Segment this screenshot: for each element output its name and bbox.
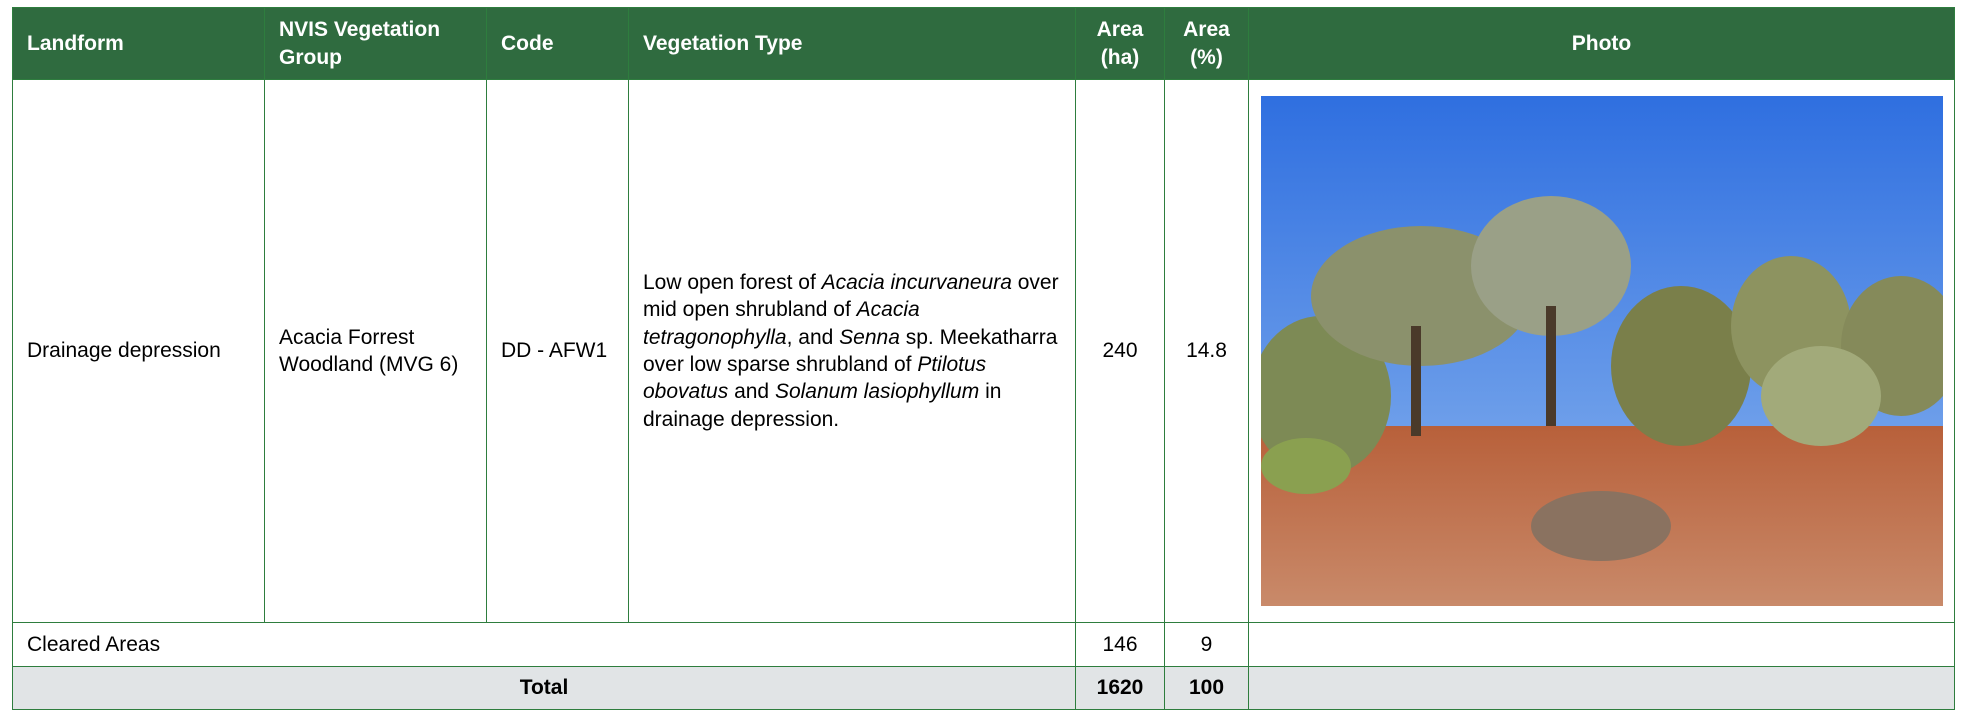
species: Ptilotus obovatus [643,353,987,404]
empty-cell [1248,666,1955,710]
vegetation-table: Landform NVIS Vegetation Group Code Vege… [12,7,1955,710]
area-pct: 9 [1164,622,1249,667]
species: Solanum lasiophyllum [774,380,980,404]
header-cell: Vegetation Type [628,7,1076,80]
landform: Drainage depression [12,79,265,623]
header-cell: Area (%) [1164,7,1249,80]
photo [1261,96,1943,606]
text: and [728,380,775,404]
header-cell: NVIS Vegetation Group [264,7,487,80]
header-cell: Landform [12,7,265,80]
species: Acacia tetragonophylla [643,298,920,349]
text: over mid open shrubland of [643,271,1059,322]
data-row: Drainage depression Acacia Forrest Woodl… [12,79,1955,623]
area-ha: 146 [1075,622,1165,667]
text: sp. Meekatharra over low sparse shrublan… [643,325,1058,376]
text: Low open forest of [643,271,822,295]
header-row: Landform NVIS Vegetation Group Code Vege… [12,7,1955,80]
total-area-pct: 100 [1164,666,1249,710]
code: DD - AFW1 [486,79,629,623]
text: , and [786,325,840,349]
area-ha: 240 [1075,79,1165,623]
area-pct: 14.8 [1164,79,1249,623]
data-row: Cleared Areas 146 9 [12,622,1955,667]
total-label: Total [12,666,1076,710]
header-cell: Photo [1248,7,1955,80]
species: Senna [839,325,900,349]
header-cell: Area (ha) [1075,7,1165,80]
total-row: Total 1620 100 [12,666,1955,710]
vegetation-group: Acacia Forrest Woodland (MVG 6) [264,79,487,623]
header-cell: Code [486,7,629,80]
text: in drainage depression. [643,380,1002,431]
landform: Cleared Areas [12,622,1076,667]
empty-cell [1248,622,1955,667]
total-area-ha: 1620 [1075,666,1165,710]
photo-cell [1248,79,1955,623]
vegetation-type: Low open forest of Acacia incurvaneura o… [628,79,1076,623]
species: Acacia incurvaneura [821,271,1012,295]
